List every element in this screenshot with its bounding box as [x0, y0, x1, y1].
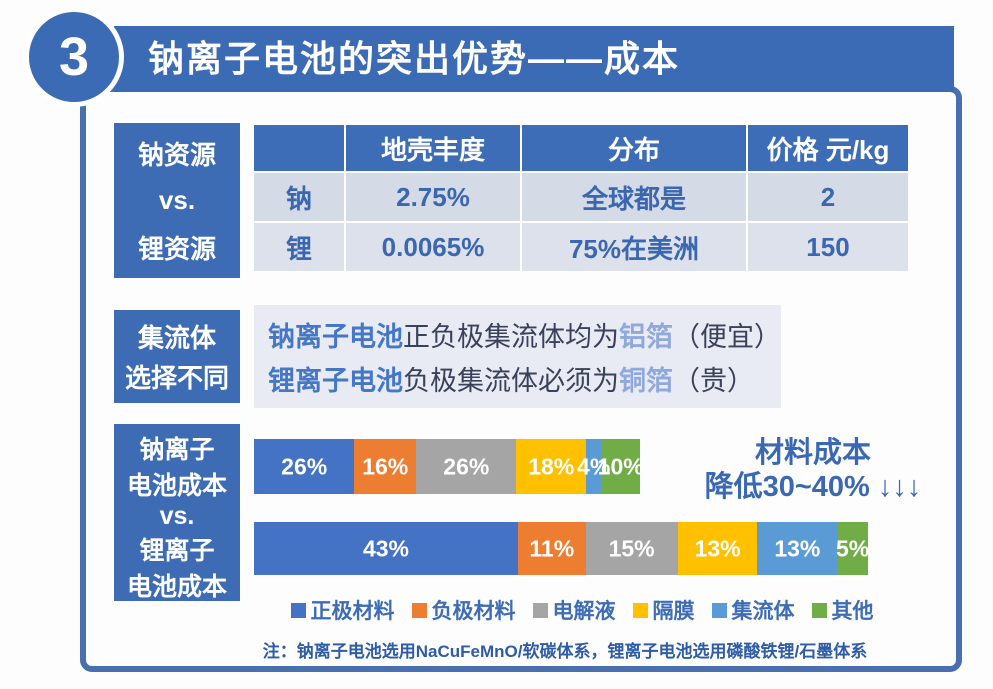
- cost-bar-lithium: 43% 11% 15% 13% 13% 5%: [254, 522, 870, 575]
- bar-segment-label: 26%: [443, 453, 490, 479]
- table-cell: 钠: [254, 173, 346, 221]
- bar-segment-label: 11%: [529, 535, 575, 561]
- legend-swatch-icon: [290, 602, 306, 618]
- foil-note: （贵）: [673, 365, 754, 396]
- table-cell: 75%在美洲: [522, 223, 748, 271]
- legend-label: 隔膜: [652, 600, 695, 623]
- legend-item: 隔膜: [632, 595, 695, 625]
- bar-segment-label: 18%: [528, 453, 575, 479]
- label-line: 电池成本: [126, 472, 227, 500]
- resource-comparison-table: 地壳丰度 分布 价格 元/kg 钠 2.75% 全球都是 2 锂 0.0065% 75%在美洲 15…: [254, 125, 910, 271]
- bar-segment: [354, 439, 417, 494]
- table-cell: 0.0065%: [346, 223, 522, 271]
- legend-swatch-icon: [411, 602, 427, 618]
- table-header-row: 地壳丰度 分布 价格 元/kg: [254, 125, 910, 171]
- legend-label: 集流体: [731, 600, 795, 623]
- annotation-line-1: 材料成本: [754, 437, 871, 469]
- legend-swatch-icon: [532, 602, 548, 618]
- legend-swatch-icon: [811, 602, 827, 618]
- bar-segment-label: 16%: [362, 453, 409, 479]
- bar-segment-label: 26%: [281, 453, 328, 479]
- collector-line-sodium: 钠离子电池正负极集流体均为铝箔（便宜）: [268, 315, 781, 354]
- legend-item: 正极材料: [290, 595, 395, 625]
- section-label-resources: 钠资源 vs. 锂资源: [114, 123, 240, 278]
- bar-segment: [837, 522, 868, 575]
- table-cell: 分布: [522, 125, 748, 171]
- table-cell: 价格 元/kg: [748, 125, 908, 171]
- legend-label: 正极材料: [310, 600, 395, 623]
- label-line: 锂资源: [137, 233, 216, 264]
- legend-label: 负极材料: [431, 600, 516, 623]
- bar-segment: [518, 522, 586, 575]
- collector-body-text: 负极集流体必须为: [403, 365, 619, 396]
- bar-segment: [254, 522, 519, 575]
- legend-item: 其他: [811, 595, 874, 625]
- bar-segment-label: 4%: [577, 453, 611, 479]
- label-line: 锂离子: [139, 537, 215, 565]
- collector-line-lithium: 锂离子电池负极集流体必须为铜箔（贵）: [268, 359, 767, 398]
- collector-text-box: 钠离子电池正负极集流体均为铝箔（便宜） 锂离子电池负极集流体必须为铜箔（贵）: [254, 305, 781, 408]
- bar-segment-label: 13%: [694, 535, 741, 561]
- table-cell: 2.75%: [346, 173, 522, 221]
- label-line: 选择不同: [124, 363, 229, 394]
- legend-swatch-icon: [632, 602, 648, 618]
- bar-segment: [585, 439, 602, 494]
- legend-label: 电解液: [552, 600, 616, 623]
- bar-segment: [585, 522, 678, 575]
- table-row: 钠 2.75% 全球都是 2: [254, 173, 910, 221]
- chart-legend: 正极材料 负极材料 电解液 隔膜 集流体 其他: [254, 595, 910, 625]
- label-line: 钠资源: [137, 140, 216, 171]
- label-line: 钠离子: [139, 436, 215, 464]
- table-cell: 地壳丰度: [346, 125, 522, 171]
- label-line: 电池成本: [126, 573, 227, 601]
- slide-number-badge: 3: [24, 7, 124, 107]
- legend-item: 负极材料: [411, 595, 516, 625]
- label-line: 集流体: [137, 322, 216, 353]
- annotation-line-2: 降低30~40% ↓↓↓: [704, 471, 922, 504]
- legend-label: 其他: [831, 600, 874, 623]
- bar-segment: [254, 439, 355, 494]
- bar-segment: [757, 522, 838, 575]
- foil-highlight: 铝箔: [619, 322, 673, 353]
- bar-segment-label: 5%: [836, 535, 870, 561]
- foil-highlight: 铜箔: [619, 365, 673, 396]
- foil-note: （便宜）: [673, 322, 781, 353]
- bar-segment-label: 43%: [362, 535, 410, 561]
- legend-item: 集流体: [711, 595, 795, 625]
- table-cell: 全球都是: [522, 173, 748, 221]
- bar-segment-label: 13%: [774, 535, 821, 561]
- label-line: vs.: [158, 184, 196, 215]
- bar-segment: [601, 439, 640, 494]
- table-cell: 锂: [254, 223, 346, 271]
- legend-item: 电解液: [532, 595, 616, 625]
- cost-reduction-annotation: 材料成本 降低30~40% ↓↓↓: [648, 436, 978, 504]
- bar-segment: [416, 439, 517, 494]
- bar-segment-label: 15%: [608, 535, 655, 561]
- page-title: 钠离子电池的突出优势——成本: [114, 26, 954, 92]
- table-row: 锂 0.0065% 75%在美洲 150: [254, 223, 910, 271]
- section-label-cost: 钠离子 电池成本 vs. 锂离子 电池成本: [114, 424, 240, 601]
- bar-segment: [516, 439, 586, 494]
- table-cell: 2: [748, 173, 908, 221]
- bar-segment: [677, 522, 758, 575]
- footnote: 注：钠离子电池选用NaCuFeMnO/软碳体系，锂离子电池选用磷酸铁锂/石墨体系: [262, 642, 868, 661]
- legend-swatch-icon: [711, 602, 727, 618]
- table-cell: [254, 125, 346, 171]
- battery-name: 锂离子电池: [268, 365, 403, 396]
- bar-segment-label: 10%: [597, 453, 644, 479]
- table-cell: 150: [748, 223, 908, 271]
- section-label-collector: 集流体 选择不同: [114, 310, 240, 403]
- collector-body-text: 正负极集流体均为: [403, 322, 619, 353]
- battery-name: 钠离子电池: [268, 322, 403, 353]
- cost-bar-sodium: 26% 16% 26% 18% 4% 10%: [254, 439, 644, 494]
- label-line: vs.: [159, 502, 195, 530]
